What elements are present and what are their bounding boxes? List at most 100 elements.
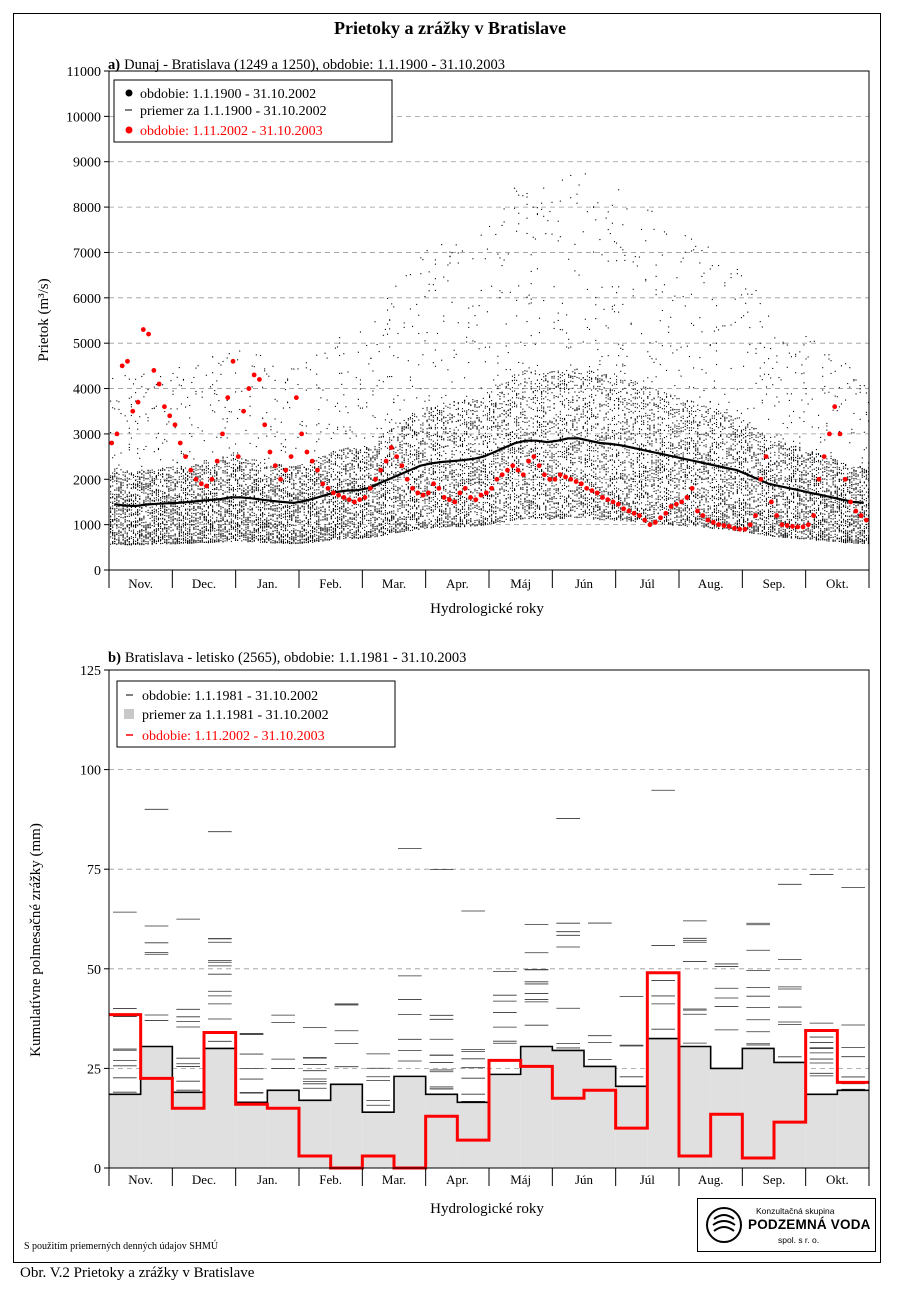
flow-hist-dot — [303, 492, 305, 494]
flow-hist-dot — [222, 516, 224, 518]
flow-hist-dot — [272, 537, 274, 539]
flow-hist-dot — [164, 505, 166, 507]
flow-hist-dot — [174, 494, 176, 497]
flow-hist-dot — [259, 541, 262, 543]
flow-hist-dot — [112, 518, 114, 521]
flow-hist-dot — [276, 431, 278, 433]
flow-hist-dot — [149, 534, 151, 536]
flow-hist-dot — [185, 482, 187, 484]
flow-hist-dot — [339, 485, 341, 487]
flow-hist-dot — [128, 537, 130, 539]
flow-hist-dot — [207, 490, 210, 492]
flow-hist-dot — [139, 533, 141, 535]
flow-hist-dot — [361, 497, 364, 499]
flow-hist-dot — [128, 537, 130, 539]
flow-hist-dot — [249, 442, 251, 444]
flow-hist-dot — [176, 467, 178, 469]
flow-hist-dot — [359, 449, 362, 451]
flow-hist-dot — [114, 470, 116, 472]
flow-hist-dot — [224, 537, 226, 539]
flow-hist-dot — [272, 526, 274, 528]
flow-hist-dot — [218, 489, 220, 491]
flow-hist-dot — [309, 537, 312, 539]
flow-hist-dot — [170, 505, 172, 507]
flow-hist-dot — [116, 525, 118, 527]
flow-hist-dot — [357, 478, 359, 480]
flow-hist-dot — [220, 482, 222, 484]
flow-hist-dot — [280, 509, 282, 511]
flow-hist-dot — [247, 463, 249, 465]
flow-hist-dot — [299, 493, 301, 495]
flow-hist-dot — [262, 538, 264, 540]
flow-hist-dot — [222, 493, 224, 495]
flow-hist-dot — [276, 537, 278, 539]
flow-hist-dot — [291, 466, 293, 468]
flow-hist-dot — [357, 513, 359, 515]
flow-hist-dot — [164, 439, 166, 441]
flow-hist-dot — [128, 515, 130, 517]
flow-hist-dot — [237, 480, 239, 482]
flow-hist-dot — [122, 511, 124, 513]
flow-hist-dot — [318, 527, 320, 530]
flow-hist-dot — [243, 491, 245, 493]
flow-hist-dot — [245, 537, 247, 539]
flow-hist-dot — [345, 533, 347, 535]
flow-hist-dot — [268, 526, 270, 528]
flow-hist-dot — [155, 488, 157, 490]
flow-hist-dot — [326, 495, 328, 497]
flow-hist-dot — [272, 525, 274, 527]
flow-hist-dot — [180, 450, 182, 452]
flow-hist-dot — [130, 536, 132, 538]
flow-hist-dot — [180, 530, 182, 532]
flow-hist-dot — [278, 495, 280, 497]
flow-hist-dot — [153, 510, 155, 512]
flow-hist-dot — [160, 527, 162, 529]
flow-hist-dot — [216, 492, 218, 494]
flow-hist-dot — [266, 481, 268, 483]
flow-hist-dot — [266, 538, 268, 540]
flow-hist-dot — [307, 486, 309, 489]
flow-hist-dot — [268, 490, 270, 492]
flow-hist-dot — [232, 490, 234, 492]
flow-hist-dot — [135, 517, 137, 519]
flow-hist-dot — [293, 498, 295, 500]
flow-hist-dot — [209, 526, 212, 528]
flow-hist-dot — [153, 522, 155, 524]
flow-hist-dot — [153, 491, 155, 493]
flow-hist-dot — [120, 484, 122, 486]
flow-hist-dot — [212, 508, 214, 511]
flow-hist-dot — [361, 535, 364, 537]
flow-hist-dot — [270, 541, 272, 543]
flow-hist-dot — [347, 520, 349, 522]
flow-hist-dot — [293, 487, 295, 489]
flow-hist-dot — [276, 529, 278, 531]
flow-hist-dot — [189, 432, 191, 435]
flow-hist-dot — [160, 497, 162, 499]
flow-hist-dot — [126, 503, 128, 505]
flow-hist-dot — [330, 526, 332, 528]
flow-hist-dot — [251, 463, 253, 465]
flow-hist-dot — [214, 536, 216, 538]
flow-hist-dot — [299, 498, 301, 500]
flow-hist-dot — [234, 443, 237, 445]
flow-hist-dot — [199, 488, 201, 491]
flow-hist-dot — [320, 431, 322, 433]
flow-hist-dot — [312, 541, 314, 543]
flow-hist-dot — [284, 542, 287, 544]
flow-hist-dot — [251, 465, 253, 467]
flow-hist-dot — [343, 353, 345, 355]
flow-hist-dot — [272, 519, 274, 521]
flow-hist-dot — [349, 513, 351, 515]
flow-hist-dot — [185, 492, 187, 494]
flow-hist-dot — [282, 488, 284, 490]
flow-hist-dot — [132, 486, 135, 488]
flow-hist-dot — [337, 471, 339, 473]
flow-hist-dot — [287, 496, 289, 498]
flow-hist-dot — [226, 540, 228, 542]
flow-hist-dot — [155, 476, 157, 478]
flow-hist-dot — [147, 500, 149, 502]
flow-hist-dot — [116, 467, 118, 469]
flow-hist-dot — [137, 513, 139, 516]
flow-hist-dot — [324, 476, 326, 478]
flow-hist-dot — [110, 491, 112, 493]
